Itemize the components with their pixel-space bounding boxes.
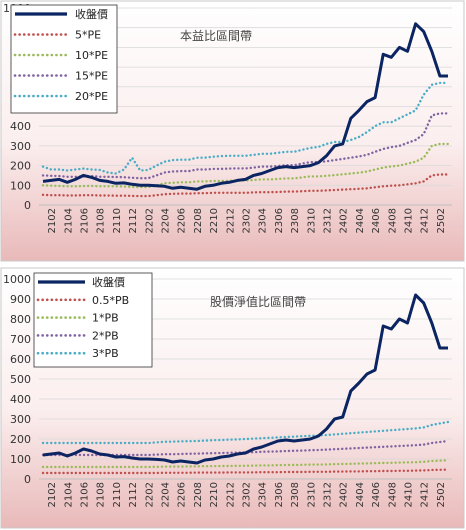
pb-legend-label-4: 3*PB (92, 347, 119, 360)
pb-y-tick-label: 1000 (3, 273, 31, 286)
pb-x-tick-label: 2502 (436, 482, 447, 507)
pe-x-tick-label: 2304 (258, 208, 269, 233)
pb-x-tick-label: 2112 (128, 482, 139, 507)
pb-y-tick-label: 500 (10, 373, 31, 386)
pb-x-tick-label: 2306 (274, 482, 285, 507)
pb-x-tick-label: 2202 (144, 482, 155, 507)
pe-series-line-3 (41, 112, 450, 180)
pe-x-tick-label: 2108 (96, 208, 107, 233)
pe-x-tick-label: 2310 (306, 208, 317, 233)
pe-legend-label-3: 15*PE (75, 70, 108, 83)
pb-y-tick-label: 0 (24, 473, 31, 486)
pe-y-tick-label: 300 (10, 140, 31, 153)
pb-x-tick-label: 2312 (323, 482, 334, 507)
pe-x-tick-label: 2502 (436, 208, 447, 233)
pe-x-tick-label: 2406 (371, 208, 382, 233)
pb-legend: 收盤價 0.5*PB 1*PB 2*PB 3*PB (33, 272, 153, 368)
pb-legend-label-2: 1*PB (92, 312, 119, 325)
pe-x-tick-label: 2202 (144, 208, 155, 233)
pb-legend-label-0: 收盤價 (92, 275, 125, 289)
pb-y-tick-label: 900 (10, 293, 31, 306)
pe-legend-label-4: 20*PE (75, 90, 108, 103)
pe-x-tick-label: 2110 (112, 208, 123, 233)
pe-x-tick-label: 2306 (274, 208, 285, 233)
pe-x-tick-label: 2204 (161, 208, 172, 233)
pb-y-tick-label: 300 (10, 413, 31, 426)
pe-series-line-0 (42, 22, 448, 191)
pb-legend-box (33, 272, 153, 368)
pb-x-tick-label: 2110 (112, 482, 123, 507)
pb-y-tick-label: 400 (10, 393, 31, 406)
pb-x-tick-label: 2302 (242, 482, 253, 507)
pb-x-tick-label: 2206 (177, 482, 188, 507)
pb-y-tick-label: 600 (10, 353, 31, 366)
pb-x-tick-label: 2412 (420, 482, 431, 507)
pe-x-tick-label: 2312 (323, 208, 334, 233)
pe-legend-label-1: 5*PE (75, 29, 101, 42)
pb-y-tick-label: 100 (10, 453, 31, 466)
pb-x-tick-label: 2402 (339, 482, 350, 507)
pe-legend-label-2: 10*PE (75, 49, 108, 62)
pb-x-tick-label: 2308 (290, 482, 301, 507)
pb-y-tick-label: 800 (10, 313, 31, 326)
pb-x-tick-label: 2408 (387, 482, 398, 507)
pe-x-tick-label: 2206 (177, 208, 188, 233)
pe-x-tick-label: 2408 (387, 208, 398, 233)
pb-x-tick-label: 2208 (193, 482, 204, 507)
pb-x-tick-label: 2410 (404, 482, 415, 507)
pb-x-tick-label: 2104 (63, 482, 74, 507)
pb-legend-label-1: 0.5*PB (92, 294, 129, 307)
pe-x-axis: 2102 2104 2106 2108 2110 2112 2202 2204 2206 2208… (39, 204, 452, 233)
pb-legend-label-3: 2*PB (92, 329, 119, 342)
pe-x-tick-label: 2404 (355, 208, 366, 233)
pe-series-group (41, 22, 450, 198)
pe-x-tick-label: 2412 (420, 208, 431, 233)
pb-y-tick-label: 700 (10, 333, 31, 346)
pe-x-tick-label: 2104 (63, 208, 74, 233)
pb-x-tick-label: 2406 (371, 482, 382, 507)
pe-y-tick-label: 0 (24, 199, 31, 212)
pb-y-tick-label: 200 (10, 433, 31, 446)
pe-y-tick-label: 100 (10, 179, 31, 192)
pe-y-tick-label: 200 (10, 160, 31, 173)
pe-x-tick-label: 2410 (404, 208, 415, 233)
pe-legend: 收盤價 5*PE 10*PE 15*PE 20*PE (10, 4, 118, 114)
pe-x-tick-label: 2212 (225, 208, 236, 233)
pb-x-tick-label: 2304 (258, 482, 269, 507)
pb-x-tick-label: 2106 (80, 482, 91, 507)
pe-x-tick-label: 2402 (339, 208, 350, 233)
pb-x-axis: 2102 2104 2106 2108 2110 2112 2202 2204 2206 2208… (39, 478, 452, 507)
pe-y-tick-label: 400 (10, 120, 31, 133)
pb-x-tick-label: 2204 (161, 482, 172, 507)
pb-series-line-0 (42, 293, 448, 465)
pe-x-tick-label: 2308 (290, 208, 301, 233)
pb-x-tick-label: 2210 (209, 482, 220, 507)
pe-series-line-4 (41, 81, 450, 175)
pb-x-tick-label: 2102 (47, 482, 58, 507)
pb-x-tick-label: 2310 (306, 482, 317, 507)
pb-chart-title: 股價淨值比區間帶 (210, 294, 306, 309)
pe-x-tick-label: 2210 (209, 208, 220, 233)
pe-x-tick-label: 2112 (128, 208, 139, 233)
pe-chart-title: 本益比區間帶 (180, 29, 252, 43)
pb-x-tick-label: 2108 (96, 482, 107, 507)
pe-x-tick-label: 2106 (80, 208, 91, 233)
pb-x-tick-label: 2212 (225, 482, 236, 507)
pb-series-group (41, 293, 450, 475)
pe-x-tick-label: 2208 (193, 208, 204, 233)
pb-x-tick-label: 2404 (355, 482, 366, 507)
pe-x-tick-label: 2102 (47, 208, 58, 233)
pe-legend-label-0: 收盤價 (75, 7, 108, 21)
pe-x-tick-label: 2302 (242, 208, 253, 233)
